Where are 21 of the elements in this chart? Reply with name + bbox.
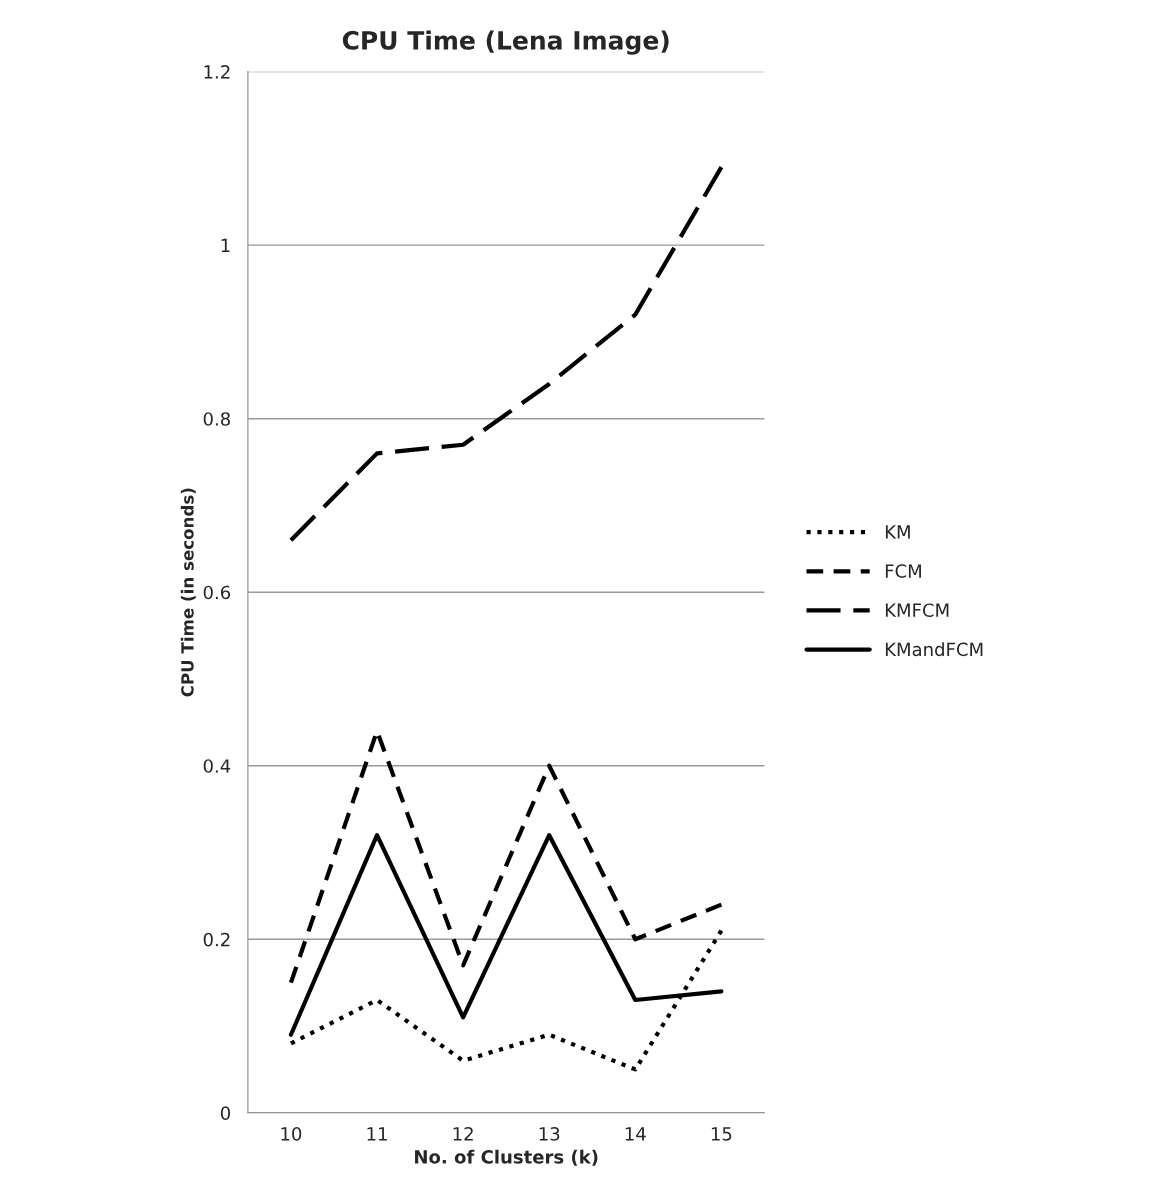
y-tick-label: 0.2 (203, 932, 230, 947)
legend-label: KMandFCM (885, 642, 983, 657)
legend-label: KM (885, 525, 910, 539)
y-tick-label: 1.2 (204, 65, 230, 79)
y-tick-label: 0.4 (203, 759, 231, 773)
line-series (288, 164, 724, 543)
x-tick-label: 13 (539, 1127, 560, 1141)
y-tick-label: 0 (220, 1106, 231, 1120)
y-axis-title: CPU Time (in seconds) (180, 488, 196, 697)
chart-title: CPU Time (Lena Image) (342, 30, 669, 55)
x-tick-label: 11 (367, 1127, 387, 1141)
x-axis-title: No. of Clusters (k) (415, 1149, 598, 1166)
y-tick-label: 0.6 (203, 585, 231, 600)
x-tick-label: 12 (453, 1127, 473, 1141)
y-tick-label: 1 (221, 238, 230, 253)
x-tick-label: 15 (711, 1127, 732, 1141)
legend-label: FCM (885, 564, 921, 578)
x-tick-label: 14 (625, 1127, 646, 1141)
legend-label: KMFCM (885, 603, 949, 618)
x-tick-label: 10 (281, 1127, 302, 1141)
y-tick-label: 0.8 (203, 412, 230, 426)
